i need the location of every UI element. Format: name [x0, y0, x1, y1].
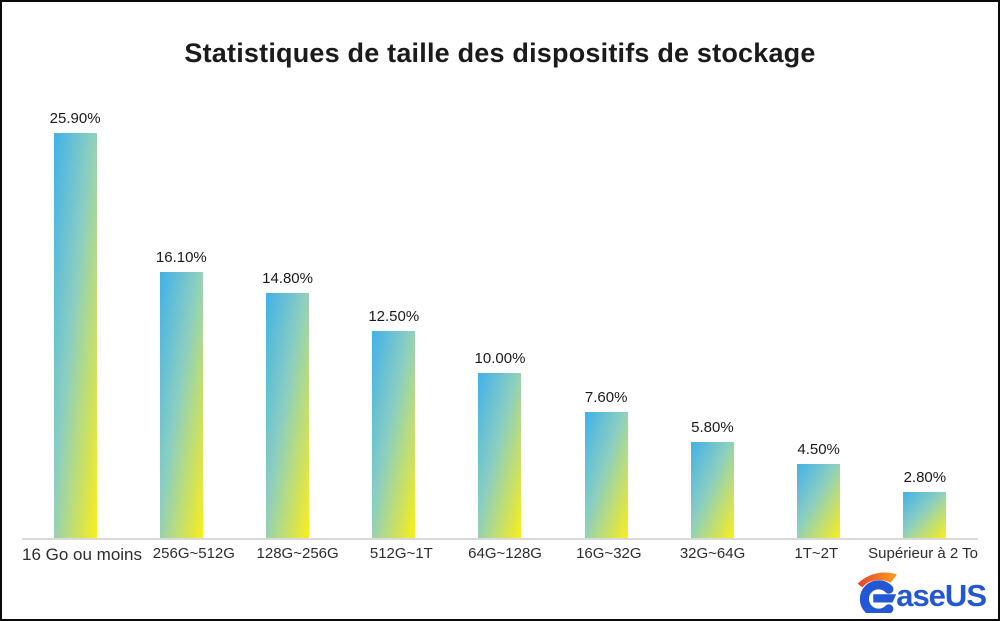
bar: [690, 442, 734, 538]
bar: [372, 331, 416, 538]
bar-column: 14.80%: [234, 110, 340, 538]
category-label: 512G~1T: [369, 545, 433, 562]
bar-value-label: 4.50%: [797, 441, 840, 458]
category-label: 16G~32G: [576, 545, 642, 562]
bar-column: 4.50%: [766, 110, 872, 538]
category-label: 256G~512G: [152, 545, 235, 562]
x-axis-line: [22, 538, 978, 540]
bar-value-label: 5.80%: [691, 419, 734, 436]
bar-column: 10.00%: [447, 110, 553, 538]
easeus-logo-text: aseUS: [896, 578, 987, 613]
bar-value-label: 2.80%: [903, 469, 947, 486]
bar-column: 7.60%: [553, 110, 659, 538]
plot-area: 25.90% 16.10% 14.80% 12.50% 10.00% 7.60%…: [22, 110, 978, 538]
bar: [584, 412, 628, 538]
bar-value-label: 16.10%: [155, 249, 207, 266]
bar: [266, 293, 310, 538]
category-label: 16 Go ou moins: [22, 545, 143, 564]
bar-value-label: 25.90%: [49, 110, 101, 127]
category-label: 1T~2T: [794, 545, 839, 562]
category-label: 128G~256G: [256, 545, 339, 562]
bar: [903, 492, 947, 538]
bar-column: 2.80%: [872, 110, 978, 538]
bar-column: 16.10%: [128, 110, 234, 538]
easeus-logo: aseUS: [853, 569, 987, 613]
bar-column: 5.80%: [659, 110, 765, 538]
bar: [53, 133, 97, 538]
chart-title: Statistiques de taille des dispositifs d…: [184, 38, 816, 68]
bar-value-label: 12.50%: [368, 308, 420, 325]
category-label: 32G~64G: [679, 545, 746, 562]
bar-column: 25.90%: [22, 110, 128, 538]
bar: [797, 464, 841, 538]
easeus-e-icon: [857, 572, 898, 613]
bar-value-label: 14.80%: [262, 270, 313, 287]
bar: [478, 373, 522, 538]
bar-column: 12.50%: [341, 110, 447, 538]
category-labels-row: 16 Go ou moins 256G~512G 128G~256G 512G~…: [22, 545, 978, 565]
category-label: 64G~128G: [468, 545, 542, 562]
bar-value-label: 7.60%: [584, 389, 628, 406]
bar-value-label: 10.00%: [474, 350, 526, 367]
category-label: Supérieur à 2 To: [868, 545, 978, 562]
bar: [159, 272, 203, 538]
